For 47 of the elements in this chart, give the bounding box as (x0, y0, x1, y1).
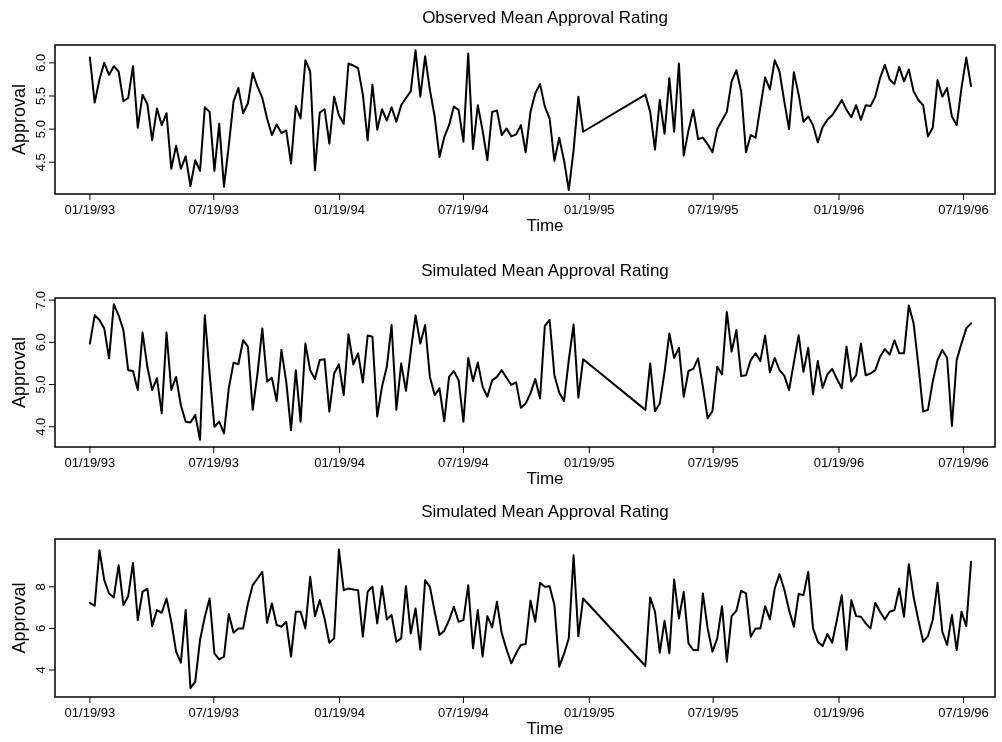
x-tick-label: 07/19/95 (687, 202, 739, 217)
x-tick-label: 01/19/93 (64, 455, 116, 470)
y-tick-label: 6.0 (33, 333, 48, 352)
y-tick-label: 5.0 (33, 375, 48, 394)
x-tick-label: 01/19/94 (314, 202, 365, 217)
x-tick-label: 01/19/96 (813, 705, 865, 720)
x-tick-label: 07/19/96 (938, 705, 989, 720)
line-series (88, 548, 973, 690)
x-tick-label: 07/19/95 (687, 705, 739, 720)
y-tick-label: 4 (33, 666, 48, 674)
chart-title: Simulated Mean Approval Rating (421, 502, 669, 521)
y-tick-label: 5.0 (33, 120, 48, 139)
x-tick-label: 01/19/93 (64, 705, 116, 720)
line-series (88, 303, 973, 441)
chart-title: Observed Mean Approval Rating (422, 8, 668, 27)
x-tick-label: 07/19/93 (188, 202, 240, 217)
x-tick-label: 07/19/93 (188, 705, 240, 720)
y-axis-title: Approval (9, 83, 29, 156)
y-tick-label: 8 (33, 583, 48, 591)
x-tick-label: 07/19/94 (438, 705, 489, 720)
x-tick-label: 01/19/95 (564, 455, 615, 470)
x-tick-label: 01/19/93 (64, 202, 116, 217)
y-tick-label: 6.0 (33, 53, 48, 72)
x-tick-label: 01/19/94 (314, 455, 365, 470)
y-tick-label: 4.5 (33, 153, 48, 172)
x-tick-label: 01/19/94 (314, 705, 365, 720)
x-tick-label: 01/19/96 (813, 455, 865, 470)
y-tick-label: 4.0 (33, 417, 48, 436)
x-tick-label: 07/19/94 (438, 455, 489, 470)
chart-title: Simulated Mean Approval Rating (421, 261, 669, 280)
x-tick-label: 01/19/95 (564, 202, 615, 217)
x-axis-title: Time (526, 719, 564, 738)
line-series (88, 49, 973, 192)
x-axis-title: Time (526, 216, 564, 235)
x-tick-label: 07/19/96 (938, 202, 989, 217)
y-tick-label: 7.0 (33, 291, 48, 310)
y-tick-label: 5.5 (33, 86, 48, 106)
x-tick-label: 01/19/96 (813, 202, 865, 217)
x-axis-title: Time (526, 469, 564, 488)
x-tick-label: 01/19/95 (564, 705, 615, 720)
y-tick-label: 6 (33, 624, 48, 633)
y-axis-title: Approval (9, 582, 29, 654)
x-tick-label: 07/19/94 (438, 202, 489, 217)
x-tick-label: 07/19/93 (188, 455, 240, 470)
x-tick-label: 07/19/95 (687, 455, 739, 470)
x-tick-label: 07/19/96 (938, 455, 989, 470)
y-axis-title: Approval (9, 336, 29, 409)
